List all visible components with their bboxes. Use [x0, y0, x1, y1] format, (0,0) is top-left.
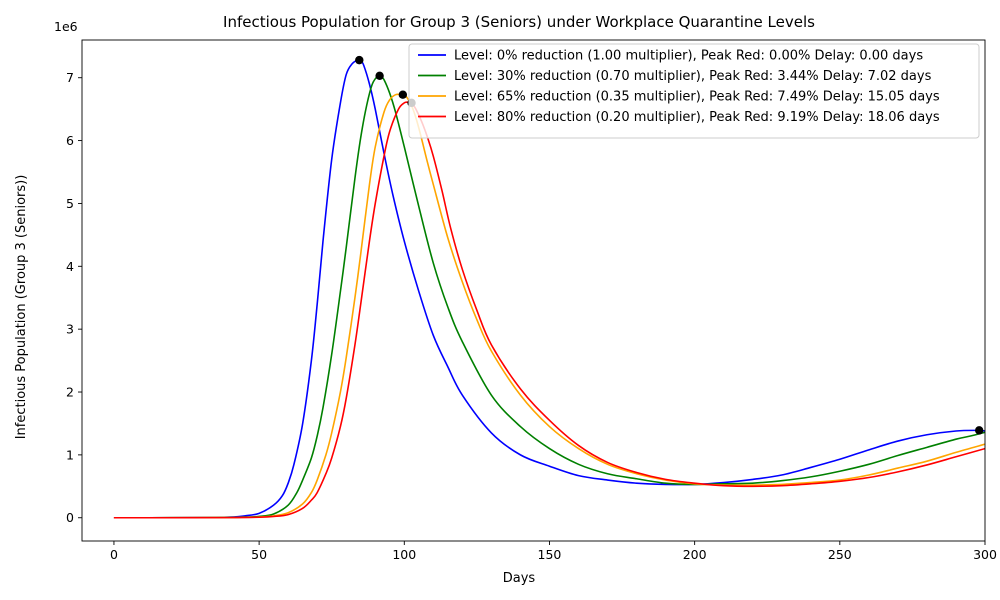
x-tick-label: 50 — [251, 547, 267, 562]
legend-label-0: Level: 0% reduction (1.00 multiplier), P… — [454, 49, 923, 64]
y-axis-offset-label: 1e6 — [54, 19, 78, 34]
y-tick-label: 4 — [66, 259, 74, 274]
legend-label-1: Level: 30% reduction (0.70 multiplier), … — [454, 69, 932, 84]
series-line-1 — [113, 74, 985, 519]
peak-marker-4 — [974, 426, 984, 435]
chart-title: Infectious Population for Group 3 (Senio… — [223, 13, 815, 31]
legend-label-2: Level: 65% reduction (0.35 multiplier), … — [454, 90, 940, 105]
y-tick-label: 6 — [66, 133, 74, 148]
series-line-0 — [113, 59, 985, 519]
x-tick-label: 150 — [538, 547, 562, 562]
y-tick-label: 0 — [66, 510, 74, 525]
peak-marker-2 — [398, 90, 408, 99]
peak-marker-1 — [375, 71, 384, 81]
y-tick-label: 7 — [66, 70, 74, 85]
y-tick-label: 2 — [66, 385, 74, 400]
y-tick-label: 3 — [66, 322, 74, 337]
y-tick-label: 5 — [66, 196, 74, 211]
x-tick-label: 100 — [392, 547, 416, 562]
legend-label-3: Level: 80% reduction (0.20 multiplier), … — [454, 110, 940, 125]
x-tick-label: 0 — [110, 547, 118, 562]
x-tick-label: 200 — [683, 547, 707, 562]
peak-marker-0 — [355, 55, 364, 65]
axes-frame — [81, 39, 986, 542]
x-tick-label: 300 — [973, 547, 997, 562]
x-tick-label: 250 — [828, 547, 852, 562]
y-tick-label: 1 — [66, 447, 74, 462]
y-axis-label: Infectious Population (Group 3 (Seniors)… — [14, 175, 29, 440]
legend-box — [408, 43, 980, 139]
axes: 0 50 100 150 200 250 300 0 1 2 3 4 5 6 7 — [66, 39, 997, 562]
x-axis-label: Days — [503, 571, 536, 586]
legend: Level: 0% reduction (1.00 multiplier), P… — [408, 43, 980, 139]
